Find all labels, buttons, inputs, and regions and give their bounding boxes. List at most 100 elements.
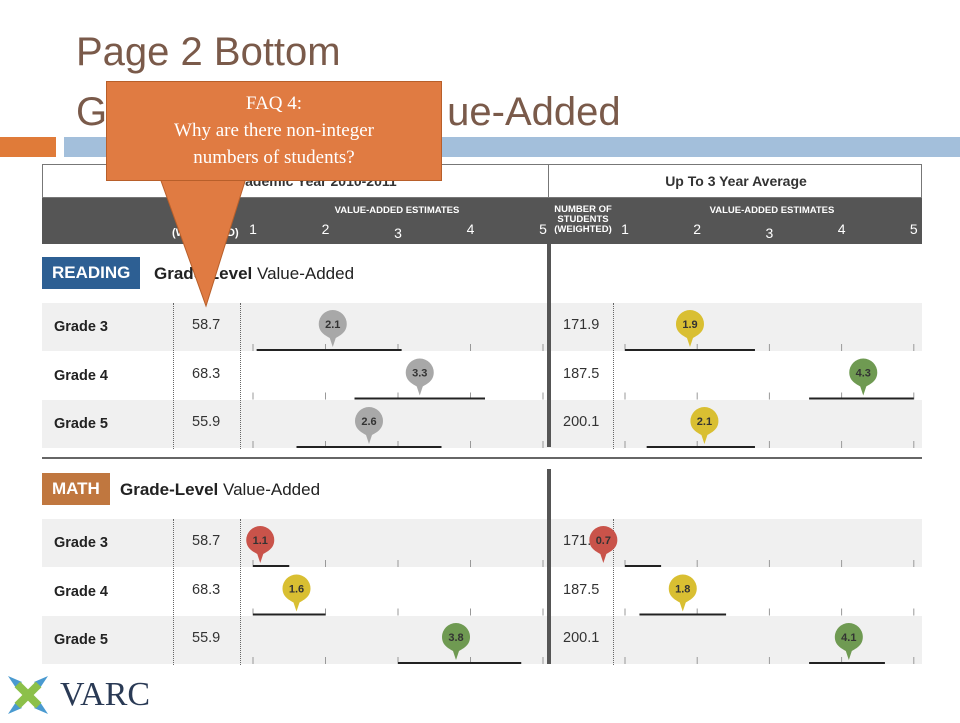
estimate-value: 2.6 <box>361 416 376 428</box>
estimate-value: 1.6 <box>289 584 304 596</box>
avg-value-added-label: VALUE-ADDED ESTIMATES <box>709 205 835 216</box>
estimate-value: 1.8 <box>675 584 690 596</box>
avg-student-count: 200.1 <box>563 414 600 430</box>
past-value-added-label: VALUE-ADDED ESTIMATES <box>334 205 460 216</box>
avg-tick-label: 2 <box>693 221 702 237</box>
estimate-marks: 2.1 1.9 3.3 4.3 2.6 2.1 1.1 0.7 1.6 1.8 3.8 4.1 <box>246 310 915 664</box>
estimate-marker: 2.1 <box>318 310 347 347</box>
estimate-pin <box>834 623 863 660</box>
section-title: Grade-Level Value-Added <box>120 474 320 506</box>
estimate-pin <box>405 358 434 396</box>
table-row: Grade 4 68.3 187.5 <box>42 568 922 616</box>
callout-title: FAQ 4: <box>245 93 303 114</box>
estimate-marker: 1.1 <box>246 526 275 563</box>
estimate-pin <box>675 310 704 347</box>
title-line-2-left: G <box>76 90 108 134</box>
section-label-math: MATH <box>42 473 110 505</box>
estimate-marker: 4.3 <box>849 358 878 396</box>
column-divider <box>240 519 241 665</box>
header-3yr-average: Up To 3 Year Average <box>665 173 807 189</box>
past-student-count: 68.3 <box>192 365 221 382</box>
estimate-marker: 0.7 <box>589 526 618 563</box>
estimate-pin <box>355 407 383 444</box>
table-row: Grade 5 55.9 200.1 <box>42 616 922 664</box>
avg-student-count: 171.9 <box>563 317 600 333</box>
avg-tick-label: 5 <box>909 221 918 237</box>
avg-student-count: 187.5 <box>563 365 600 382</box>
avg-tick-label: 1 <box>621 221 629 237</box>
logo-text: VARC <box>60 676 151 713</box>
avg-student-count: 200.1 <box>563 630 600 646</box>
past-student-count: 55.9 <box>192 630 221 646</box>
section-separator <box>42 457 922 459</box>
section-title-bold: Grade-Level <box>120 480 219 499</box>
value-added-report: Past Academic Year 2010-2011 Up To 3 Yea… <box>42 164 923 665</box>
column-divider <box>240 303 241 449</box>
title-line-2-right: ue-Added <box>447 90 621 134</box>
estimate-value: 3.8 <box>448 632 463 644</box>
estimate-pin <box>442 623 470 660</box>
center-divider <box>547 469 551 664</box>
section-title-rest: Value-Added <box>252 264 355 283</box>
grade-label: Grade 4 <box>54 583 108 600</box>
avg-student-count: 187.5 <box>563 581 600 598</box>
table-row: Grade 4 68.3 187.5 <box>42 352 922 400</box>
estimate-value: 2.1 <box>697 416 712 428</box>
section-title-rest: Value-Added <box>218 480 321 499</box>
estimate-pin <box>668 574 697 612</box>
table-row: Grade 3 58.7 171.9 <box>42 519 922 567</box>
avg-tick-label: 4 <box>837 221 846 237</box>
estimate-pin <box>318 310 347 347</box>
column-divider <box>173 303 174 449</box>
grade-label: Grade 5 <box>54 632 108 648</box>
header-divider <box>548 165 549 197</box>
estimate-marker: 4.1 <box>834 623 863 660</box>
past-tick-label: 3 <box>394 225 402 241</box>
estimate-marker: 3.3 <box>405 358 434 396</box>
estimate-value: 0.7 <box>596 535 611 547</box>
table-row: Grade 5 55.9 200.1 <box>42 400 922 448</box>
past-tick-label: 1 <box>249 221 257 237</box>
past-tick-label: 2 <box>321 221 330 237</box>
column-divider <box>613 303 614 449</box>
faq-callout: FAQ 4: Why are there non-integer numbers… <box>106 81 442 181</box>
grade-label: Grade 4 <box>54 367 108 384</box>
estimate-value: 4.3 <box>856 368 871 380</box>
varc-star-icon <box>8 676 48 714</box>
column-divider <box>613 519 614 665</box>
estimate-marker: 1.8 <box>668 574 697 612</box>
grade-label: Grade 3 <box>54 535 108 551</box>
callout-line-1: Why are there non-integer <box>174 120 374 141</box>
estimate-marker: 2.1 <box>690 407 719 444</box>
estimate-marker: 1.6 <box>282 574 311 612</box>
callout-line-2: numbers of students? <box>193 147 355 168</box>
estimate-marker: 2.6 <box>355 407 383 444</box>
estimate-pin <box>690 407 719 444</box>
estimate-marker: 1.9 <box>675 310 704 347</box>
accent-bar-orange <box>0 137 56 157</box>
estimate-value: 4.1 <box>841 632 856 644</box>
past-tick-label: 4 <box>466 221 475 237</box>
past-student-count: 58.7 <box>192 317 221 333</box>
past-student-count: 55.9 <box>192 414 221 430</box>
estimate-marker: 3.8 <box>442 623 470 660</box>
avg-students-label: NUMBER OF STUDENTS (WEIGHTED) <box>554 204 612 235</box>
past-student-count: 68.3 <box>192 581 221 598</box>
estimate-pin <box>849 358 878 396</box>
grade-label: Grade 5 <box>54 416 108 432</box>
estimate-value: 1.1 <box>253 535 268 547</box>
estimate-pin <box>589 526 618 563</box>
title-line-1: Page 2 Bottom <box>76 30 341 74</box>
estimate-value: 3.3 <box>412 368 427 380</box>
table-row: Grade 3 58.7 171.9 <box>42 303 922 351</box>
varc-logo: VARC <box>4 672 154 718</box>
avg-tick-label: 3 <box>765 225 774 241</box>
past-tick-label: 5 <box>539 221 547 237</box>
estimate-value: 2.1 <box>325 319 340 331</box>
estimate-pin <box>282 574 311 612</box>
center-divider <box>547 244 551 447</box>
grade-label: Grade 3 <box>54 319 108 335</box>
estimate-value: 1.9 <box>682 319 697 331</box>
section-label-reading: READING <box>42 257 141 289</box>
